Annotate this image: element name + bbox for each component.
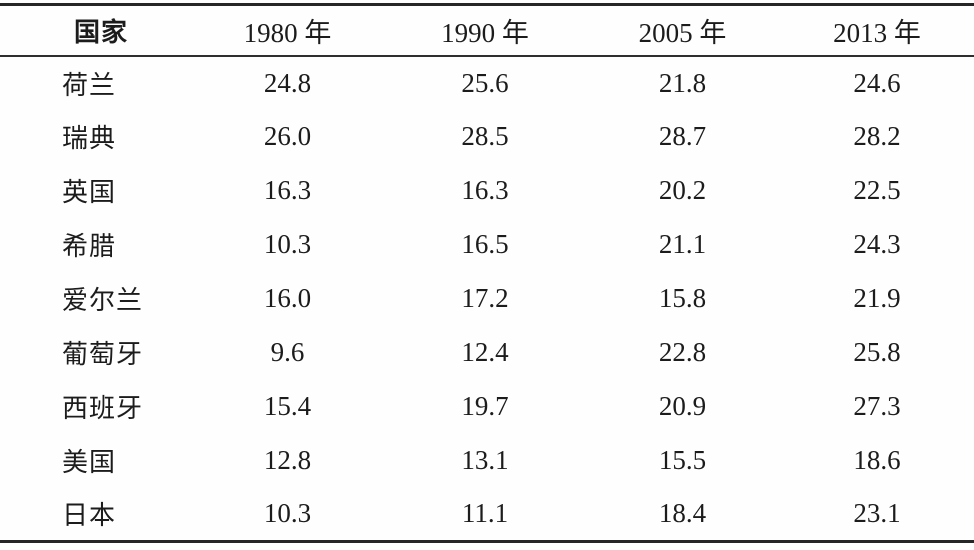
value-cell: 18.4 bbox=[658, 498, 707, 529]
table-row: 爱尔兰 16.0 17.2 15.8 21.9 bbox=[0, 272, 974, 326]
value-cell: 25.6 bbox=[461, 67, 509, 98]
country-cell: 荷兰 bbox=[62, 70, 117, 100]
column-header-year: 2005 年 bbox=[638, 17, 727, 48]
value-cell: 21.9 bbox=[853, 283, 901, 313]
country-cell: 瑞典 bbox=[62, 124, 117, 153]
data-table: 国家 1980 年 1990 年 2005 年 2013 年 荷兰 24.8 25.6 21.… bbox=[0, 3, 974, 543]
value-cell: 28.5 bbox=[461, 121, 509, 151]
value-cell: 25.8 bbox=[853, 337, 901, 367]
table-row: 荷兰 24.8 25.6 21.8 24.6 bbox=[0, 56, 974, 110]
value-cell: 12.4 bbox=[461, 337, 509, 367]
value-cell: 16.0 bbox=[263, 283, 312, 313]
value-cell: 20.2 bbox=[658, 175, 707, 205]
value-cell: 15.5 bbox=[658, 445, 707, 475]
value-cell: 15.4 bbox=[263, 391, 312, 421]
header-row: 国家 1980 年 1990 年 2005 年 2013 年 bbox=[0, 5, 974, 56]
value-cell: 20.9 bbox=[658, 391, 707, 421]
value-cell: 19.7 bbox=[461, 391, 509, 421]
value-cell: 10.3 bbox=[263, 498, 312, 529]
column-header-country: 国家 bbox=[74, 17, 129, 47]
table-row: 英国 16.3 16.3 20.2 22.5 bbox=[0, 164, 974, 218]
value-cell: 16.5 bbox=[461, 229, 509, 259]
country-cell: 英国 bbox=[62, 178, 117, 207]
value-cell: 28.2 bbox=[853, 121, 901, 151]
value-cell: 15.8 bbox=[658, 283, 707, 313]
value-cell: 21.1 bbox=[658, 229, 707, 259]
value-cell: 12.8 bbox=[263, 445, 312, 475]
value-cell: 23.1 bbox=[853, 498, 901, 529]
value-cell: 22.8 bbox=[658, 337, 707, 367]
column-header-year: 2013 年 bbox=[833, 17, 921, 48]
table-row: 西班牙 15.4 19.7 20.9 27.3 bbox=[0, 380, 974, 434]
table-row: 日本 10.3 11.1 18.4 23.1 bbox=[0, 488, 974, 542]
country-cell: 日本 bbox=[62, 501, 117, 531]
country-cell: 爱尔兰 bbox=[62, 286, 144, 315]
value-cell: 16.3 bbox=[263, 175, 312, 205]
table-body: 荷兰 24.8 25.6 21.8 24.6 瑞典 26.0 28.5 28.7 28.2 英国 16… bbox=[0, 56, 974, 542]
value-cell: 10.3 bbox=[263, 229, 312, 259]
value-cell: 24.3 bbox=[853, 229, 901, 259]
country-cell: 希腊 bbox=[62, 232, 117, 261]
table-row: 美国 12.8 13.1 15.5 18.6 bbox=[0, 434, 974, 488]
value-cell: 24.8 bbox=[263, 67, 312, 98]
value-cell: 17.2 bbox=[461, 283, 509, 313]
column-header-year: 1980 年 bbox=[243, 17, 332, 48]
value-cell: 27.3 bbox=[853, 391, 901, 421]
value-cell: 13.1 bbox=[461, 445, 509, 475]
column-header-year: 1990 年 bbox=[441, 17, 529, 48]
value-cell: 21.8 bbox=[658, 67, 707, 98]
value-cell: 24.6 bbox=[853, 67, 901, 98]
value-cell: 16.3 bbox=[461, 175, 509, 205]
value-cell: 28.7 bbox=[658, 121, 707, 151]
country-cell: 葡萄牙 bbox=[62, 340, 144, 369]
value-cell: 9.6 bbox=[270, 337, 305, 367]
country-cell: 西班牙 bbox=[62, 394, 144, 423]
table-row: 希腊 10.3 16.5 21.1 24.3 bbox=[0, 218, 974, 272]
value-cell: 26.0 bbox=[263, 121, 312, 151]
country-cell: 美国 bbox=[62, 448, 117, 477]
value-cell: 22.5 bbox=[853, 175, 901, 205]
value-cell: 11.1 bbox=[461, 498, 509, 529]
value-cell: 18.6 bbox=[853, 445, 901, 475]
table-row: 葡萄牙 9.6 12.4 22.8 25.8 bbox=[0, 326, 974, 380]
table-row: 瑞典 26.0 28.5 28.7 28.2 bbox=[0, 110, 974, 164]
